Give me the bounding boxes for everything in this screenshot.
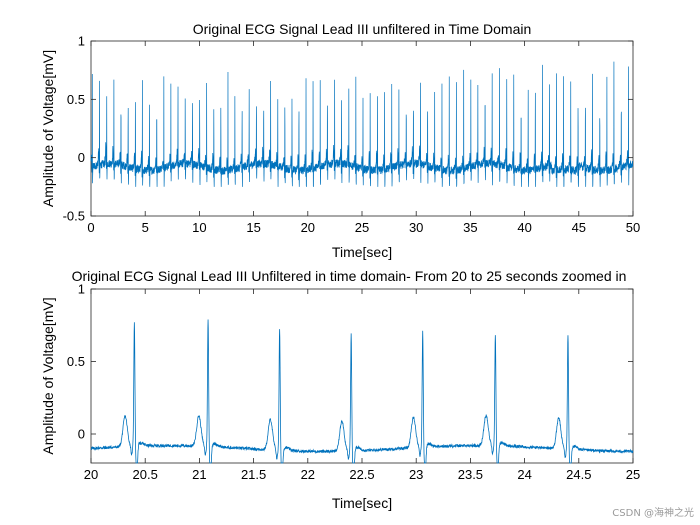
- top-x-axis-label: Time[sec]: [332, 244, 392, 260]
- top-x-tick-label: 25: [355, 220, 369, 235]
- bottom-x-tick-label: 24: [517, 467, 531, 482]
- top-x-tick-label: 0: [87, 220, 94, 235]
- bottom-y-tick-label: 0: [78, 427, 85, 442]
- bottom-x-tick-label: 23: [409, 467, 423, 482]
- bottom-y-tick-label: 0.5: [67, 354, 85, 369]
- top-ticks-group: 0 5 10 15 20 25 30 35 40 45 50-0.500.51: [63, 34, 641, 236]
- watermark-text: CSDN @海神之光: [612, 506, 694, 519]
- top-x-tick-label: 20: [301, 220, 315, 235]
- bottom-x-tick-label: 24.5: [566, 467, 591, 482]
- bottom-y-axis-label: Amplitude of Voltage[mV]: [40, 297, 56, 454]
- bottom-x-tick-label: 21.5: [241, 467, 266, 482]
- top-x-tick-label: 10: [192, 220, 206, 235]
- top-x-tick-label: 5: [142, 220, 149, 235]
- top-y-tick-label: -0.5: [63, 209, 85, 224]
- bottom-plot-frame: [90, 288, 634, 464]
- bottom-x-tick-label: 23.5: [458, 467, 483, 482]
- top-ecg-signal-line: [90, 61, 634, 187]
- top-y-tick-label: 0.5: [67, 92, 85, 107]
- bottom-signal-group: [90, 319, 634, 464]
- bottom-x-tick-label: 22.5: [349, 467, 374, 482]
- bottom-ticks-group: 20 20.5 21 21.5 22 22.5 23 23.5 24 24.5 25 0 0.5 1: [67, 282, 640, 483]
- top-y-tick-label: 0: [78, 150, 85, 165]
- top-x-tick-label: 50: [626, 220, 640, 235]
- top-plot-frame: [90, 40, 634, 217]
- top-y-tick-label: 1: [78, 34, 85, 49]
- bottom-chart-title: Original ECG Signal Lead III Unfiltered …: [72, 268, 627, 284]
- bottom-x-tick-label: 22: [301, 467, 315, 482]
- bottom-x-tick-label: 25: [626, 467, 640, 482]
- bottom-x-tick-label: 20: [84, 467, 98, 482]
- top-chart-title: Original ECG Signal Lead III unfiltered …: [193, 21, 532, 37]
- bottom-subplot: 20 20.5 21 21.5 22 22.5 23 23.5 24 24.5 25 0 0.5 1 Or…: [40, 268, 640, 511]
- top-x-tick-label: 35: [463, 220, 477, 235]
- bottom-x-tick-label: 21: [192, 467, 206, 482]
- top-x-tick-label: 40: [517, 220, 531, 235]
- top-x-tick-label: 45: [572, 220, 586, 235]
- top-subplot: 0 5 10 15 20 25 30 35 40 45 50-0.500.51 Original E…: [40, 21, 640, 260]
- top-x-tick-label: 30: [409, 220, 423, 235]
- bottom-y-tick-label: 1: [78, 282, 85, 297]
- top-y-axis-label: Amplitude of Voltage[mV]: [40, 50, 56, 207]
- bottom-x-tick-label: 20.5: [133, 467, 158, 482]
- top-x-tick-label: 15: [246, 220, 260, 235]
- bottom-ecg-signal-line: [90, 319, 634, 464]
- top-signal-group: [90, 61, 634, 187]
- bottom-x-axis-label: Time[sec]: [332, 495, 392, 511]
